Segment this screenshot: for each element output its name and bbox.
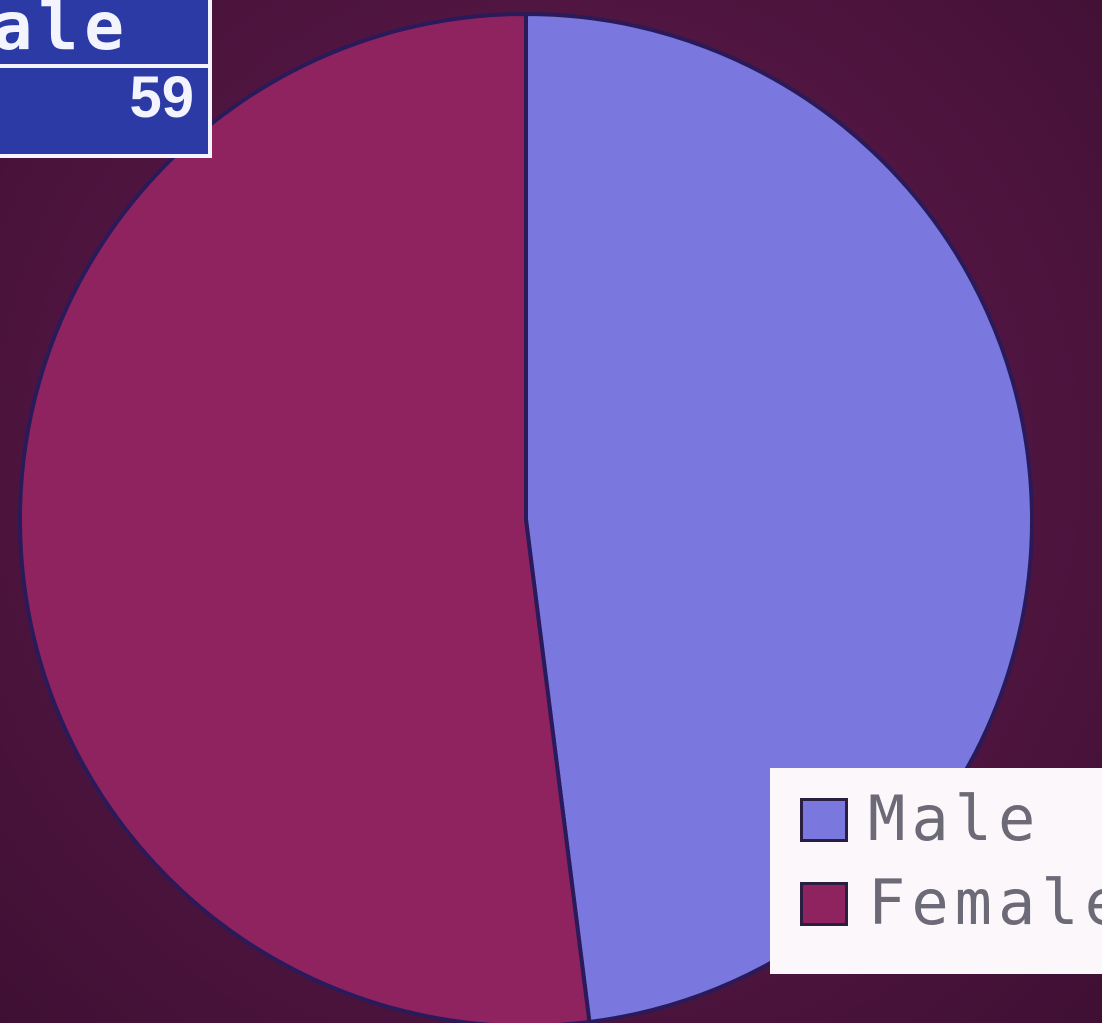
data-box-value: 59 (129, 65, 194, 130)
legend-swatch-female (800, 882, 848, 926)
data-box: ale 59 (0, 0, 212, 158)
legend: Male Female (770, 768, 1102, 974)
legend-swatch-male (800, 798, 848, 842)
legend-item-female: Female (800, 866, 1102, 942)
legend-label-female: Female (868, 866, 1102, 939)
pie-slice-female (18, 11, 592, 1023)
data-box-label: ale (0, 0, 130, 65)
data-box-divider (0, 64, 208, 68)
legend-label-male: Male (868, 782, 1042, 855)
legend-item-male: Male (800, 782, 1100, 858)
